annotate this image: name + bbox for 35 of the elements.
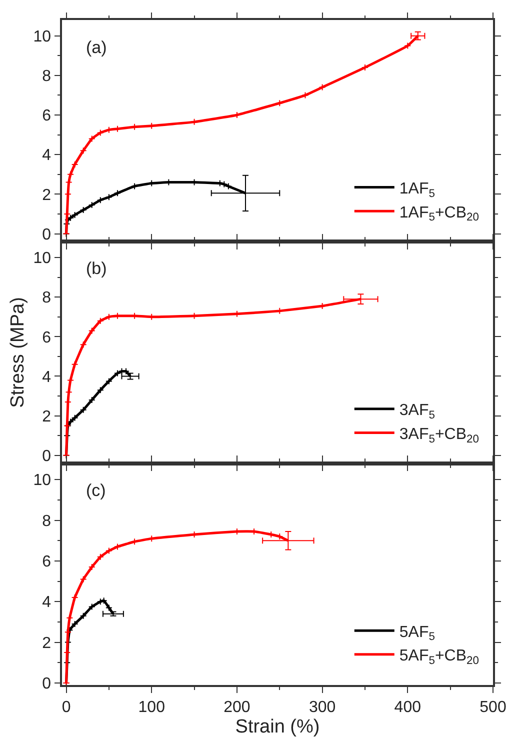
y-tick-label: 2 [42,634,52,652]
y-tick-label: 0 [42,448,52,466]
legend-label: 3AF$_{5}$+CB$_{20}$ [399,426,479,446]
legend-label: 1AF$_{5}$ [399,180,435,200]
y-tick-label: 6 [42,329,52,346]
legend-label: 3AF$_{5}$ [399,402,435,422]
y-tick-label: 0 [42,226,52,244]
y-tick-label: 4 [42,147,52,164]
y-tick-label: 10 [33,28,52,46]
y-tick-label: 2 [42,186,52,204]
y-tick-label: 2 [42,408,52,426]
x-tick-label: 0 [62,698,71,716]
legend-label: 1AF$_{5}$+CB$_{20}$ [399,204,479,224]
legend-label: 5AF$_{5}$ [399,624,435,644]
y-tick-label: 0 [42,676,52,693]
y-tick-label: 8 [42,512,52,530]
y-tick-label: 4 [42,368,52,386]
y-tick-label: 6 [42,554,52,571]
y-tick-label: 4 [42,594,52,612]
x-axis-title: Strain (%) [235,716,320,738]
y-tick-label: 8 [42,290,52,307]
annotation: (c) [86,481,106,500]
x-tick-label: 200 [224,698,250,716]
y-tick-label: 10 [33,250,52,268]
x-tick-label: 300 [308,698,336,716]
y-tick-label: 6 [42,108,52,125]
x-tick-label: 100 [138,698,166,716]
legend-label: 5AF$_{5}$+CB$_{20}$ [399,648,479,667]
y-tick-label: 10 [33,472,52,490]
annotation: (a) [86,38,107,57]
y-axis-title: Stress (MPa) [8,297,29,408]
x-tick-label: 500 [480,698,506,716]
y-tick-label: 8 [42,68,52,86]
annotation: (b) [86,259,107,278]
x-tick-label: 400 [394,698,422,716]
